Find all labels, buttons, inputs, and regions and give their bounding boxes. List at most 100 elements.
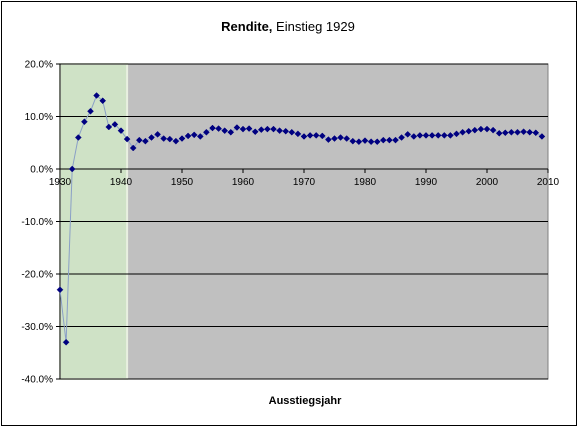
data-point [264,125,271,133]
data-point [294,130,302,138]
data-point [318,132,326,140]
x-tick-label: 1930 [49,177,72,188]
data-point [416,132,424,139]
data-point [276,127,283,135]
data-point [386,136,393,144]
y-tick-labels: 20.0% 10.0% 0.0% -10.0% -20.0% -30.0% -40.0% [21,60,53,386]
y-tick-label: 10.0% [25,112,53,123]
data-point [154,130,161,138]
x-tick-label: 2010 [537,177,560,188]
data-point [532,129,540,137]
x-tick-label: 1990 [415,177,438,188]
chart-title-bold: Rendite, [221,19,272,34]
data-point [56,286,64,294]
data-point [123,135,131,143]
data-point [282,127,290,135]
data-point [117,127,125,135]
data-point [129,144,137,152]
data-point [81,118,88,126]
x-tick-label: 2000 [476,177,499,188]
data-point [379,136,387,144]
data-point [355,138,363,146]
data-point [203,128,210,136]
data-point [135,136,143,144]
data-point [337,134,344,141]
data-point [477,125,485,133]
data-point [270,125,277,133]
x-tick-label: 1950 [171,177,194,188]
data-point [361,137,369,145]
data-point [373,138,381,146]
data-point [471,126,479,134]
data-point [392,136,399,144]
data-point [215,125,222,132]
data-point [495,129,503,137]
x-axis-title: Ausstiegsjahr [269,395,342,407]
data-point [196,133,204,140]
y-tick-label: 20.0% [25,60,53,71]
chart-title-rest: Einstieg 1929 [272,19,354,34]
data-point [367,138,375,146]
data-point [245,125,253,132]
data-point [538,133,546,140]
data-point [428,132,436,139]
data-point [105,123,113,131]
data-point [300,133,308,140]
chart-title: Rendite, Einstieg 1929 [221,19,355,34]
data-point [209,124,216,132]
y-tick-label: -10.0% [21,217,53,228]
x-tick-label: 1970 [293,177,316,188]
data-point [160,135,168,142]
data-point [257,126,265,133]
x-tick-label: 1960 [232,177,255,188]
data-point [343,135,351,142]
y-tick-label: -40.0% [21,375,53,386]
data-point [306,132,314,139]
data-point [148,134,155,141]
data-point [459,128,466,136]
data-point [520,128,527,136]
data-point [178,135,186,142]
data-point [514,128,521,136]
data-point [508,128,515,136]
data-point [239,125,247,133]
y-tick-label: -30.0% [21,322,53,333]
data-point [447,132,454,139]
data-point [111,121,119,128]
data-point [410,133,418,140]
x-tick-label: 1940 [110,177,133,188]
data-point [501,129,509,137]
data-point [99,97,107,105]
data-point [233,124,241,131]
data-point [93,92,100,99]
data-point [68,165,76,173]
data-point [74,134,82,141]
data-point [453,130,460,138]
data-point [404,130,412,138]
data-point [440,132,448,139]
data-point [227,128,235,136]
data-point [483,125,491,133]
data-point [142,137,149,145]
y-tick-label: -20.0% [21,270,53,281]
data-point [251,128,259,136]
axis-layer [59,64,549,379]
data-point [489,126,497,134]
x-tick-labels: 1930 1940 1950 1960 1970 1980 1990 2000 2010 [49,177,560,188]
data-point [312,132,320,139]
data-point [62,338,70,346]
data-point [221,127,229,135]
data-point [190,131,198,139]
data-point [184,132,192,140]
data-point [172,137,180,145]
data-point [422,132,430,139]
data-point [526,128,534,136]
data-point [349,137,357,145]
data-point [87,107,94,115]
data-point [331,135,338,142]
series-layer [56,92,546,346]
data-point [288,128,296,136]
data-point [325,136,332,143]
data-point [398,134,405,141]
